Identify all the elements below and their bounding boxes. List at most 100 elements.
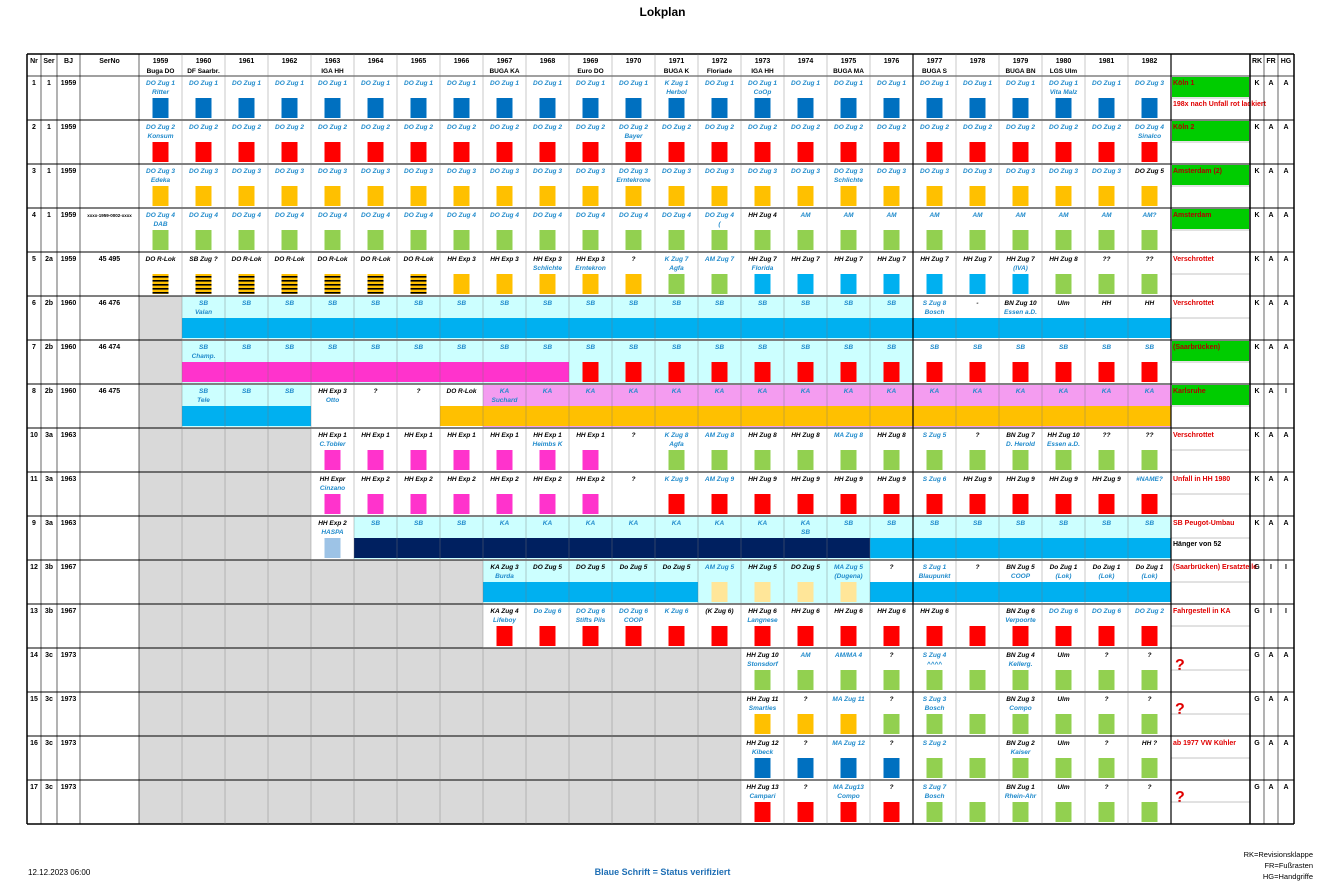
header-year: 1981 xyxy=(1099,58,1115,65)
livery-bar xyxy=(582,406,599,426)
livery-bar xyxy=(195,98,212,118)
livery-bar xyxy=(281,362,298,382)
cell-label: SB xyxy=(457,520,466,527)
livery-bar xyxy=(797,142,814,162)
livery-bar xyxy=(625,626,642,646)
livery-bar xyxy=(367,98,384,118)
header-event: Floriade xyxy=(707,68,733,75)
livery-bar xyxy=(797,714,814,734)
livery-bar xyxy=(969,362,986,382)
cell-label: HH Zug 6 xyxy=(791,608,820,615)
livery-bar xyxy=(668,142,685,162)
livery-stripe xyxy=(238,284,255,286)
livery-bar xyxy=(367,142,384,162)
cell-label: SB xyxy=(242,300,251,307)
abbr-fr: FR=Fußrasten xyxy=(1264,861,1313,870)
livery-gap xyxy=(469,538,483,558)
cell-label: DO Zug 2 xyxy=(619,124,648,131)
livery-stripe xyxy=(324,284,341,286)
livery-bar xyxy=(1098,582,1115,602)
livery-bar xyxy=(1012,362,1029,382)
cell-label: Ulm xyxy=(1057,784,1070,791)
table-row: 17 3c 1973 HH Zug 13 Campari? MA Zug13 Compo? S… xyxy=(30,780,1289,824)
cell-label: DO Zug 5 xyxy=(533,564,562,571)
livery-gap xyxy=(297,318,311,338)
cell-sublabel: (Lok) xyxy=(1056,573,1072,580)
livery-stripe xyxy=(410,276,427,278)
livery-gap xyxy=(641,538,655,558)
livery-bar xyxy=(539,538,556,558)
table-grid xyxy=(26,53,1295,825)
row-bj: 1959 xyxy=(61,80,77,87)
row-hg: A xyxy=(1283,300,1288,307)
table-row: 12 3b 1967 KA Zug 3 Burda DO Zug 5 DO Zug 5 Do … xyxy=(30,560,1287,604)
cell-label: HH Zug 8 xyxy=(791,432,820,439)
row-rk: K xyxy=(1254,344,1259,351)
cell-label: SB xyxy=(1102,344,1111,351)
cell-label: DO Zug 2 xyxy=(705,124,734,131)
cell-label: Ulm xyxy=(1057,696,1070,703)
cell-label: HH Zug 7 xyxy=(963,256,992,263)
row-hg: A xyxy=(1283,432,1288,439)
livery-bar xyxy=(883,582,900,602)
table-row: 1 1 1959 DO Zug 1 Ritter DO Zug 1 DO Zug 1 DO Z… xyxy=(32,77,1289,118)
cell-label: SB xyxy=(1145,344,1154,351)
table-row: 14 3c 1973 HH Zug 10 Stonsdorf AM AM/MA 4? S Zu… xyxy=(30,648,1289,692)
livery-stripe xyxy=(367,284,384,286)
header-event: DF Saarbr. xyxy=(187,68,220,75)
cell-label: ?? xyxy=(1146,432,1154,439)
header-year: 1971 xyxy=(669,58,685,65)
livery-bar xyxy=(1055,802,1072,822)
livery-bar xyxy=(754,230,771,250)
livery-bar xyxy=(582,626,599,646)
cell-label: BN Zug 10 xyxy=(1004,300,1037,307)
livery-bar xyxy=(582,98,599,118)
cell-label: DO Zug 1 xyxy=(1092,80,1121,87)
cell-sublabel: (Lok) xyxy=(1099,573,1115,580)
livery-bar xyxy=(367,450,384,470)
cell-label: S Zug 2 xyxy=(923,740,947,747)
cell-label: BN Zug 7 xyxy=(1006,432,1035,439)
header-serno: SerNo xyxy=(99,58,120,65)
row-hg: A xyxy=(1283,740,1288,747)
livery-gap xyxy=(512,538,526,558)
cell-label: BN Zug 6 xyxy=(1006,608,1035,615)
livery-gap xyxy=(512,318,526,338)
cell-label: SB xyxy=(285,388,294,395)
livery-bar xyxy=(754,758,771,778)
livery-stripe xyxy=(367,292,384,294)
livery-bar xyxy=(969,538,986,558)
livery-bar xyxy=(367,494,384,514)
cell-label: HH Exp 3 xyxy=(490,256,519,263)
livery-bar xyxy=(539,626,556,646)
cell-label: SB xyxy=(1059,520,1068,527)
livery-stripe xyxy=(281,292,298,294)
livery-bar xyxy=(496,450,513,470)
cell-label: DO R-Lok xyxy=(447,388,477,395)
cell-label: AM xyxy=(1100,212,1112,219)
cell-label: K Zug 1 xyxy=(665,80,689,87)
livery-bar xyxy=(1055,582,1072,602)
cell-label: DO Zug 1 xyxy=(232,80,261,87)
status-text: ab 1977 VW Kühler xyxy=(1173,740,1236,747)
cell-label: HH Exp 2 xyxy=(361,476,390,483)
livery-gap xyxy=(942,582,956,602)
unused-cell xyxy=(139,384,182,428)
livery-gap xyxy=(770,318,784,338)
table-row: 15 3c 1973 HH Zug 11 Smarties? MA Zug 11? S Zu… xyxy=(30,692,1289,736)
cell-sublabel: Langnese xyxy=(747,617,778,624)
livery-bar xyxy=(969,230,986,250)
cell-label: HH Zug 13 xyxy=(746,784,779,791)
row-fr: A xyxy=(1268,740,1273,747)
cell-label: KA xyxy=(629,520,639,527)
livery-bar xyxy=(926,274,943,294)
livery-bar xyxy=(883,98,900,118)
livery-bar xyxy=(367,318,384,338)
cell-sublabel: Kellerg. xyxy=(1009,661,1033,668)
cell-label: ? xyxy=(890,740,894,747)
header-year: 1959 xyxy=(153,58,169,65)
cell-label: SB xyxy=(629,344,638,351)
livery-bar xyxy=(1098,494,1115,514)
cell-label: SB xyxy=(672,300,681,307)
livery-bar xyxy=(1141,406,1158,426)
